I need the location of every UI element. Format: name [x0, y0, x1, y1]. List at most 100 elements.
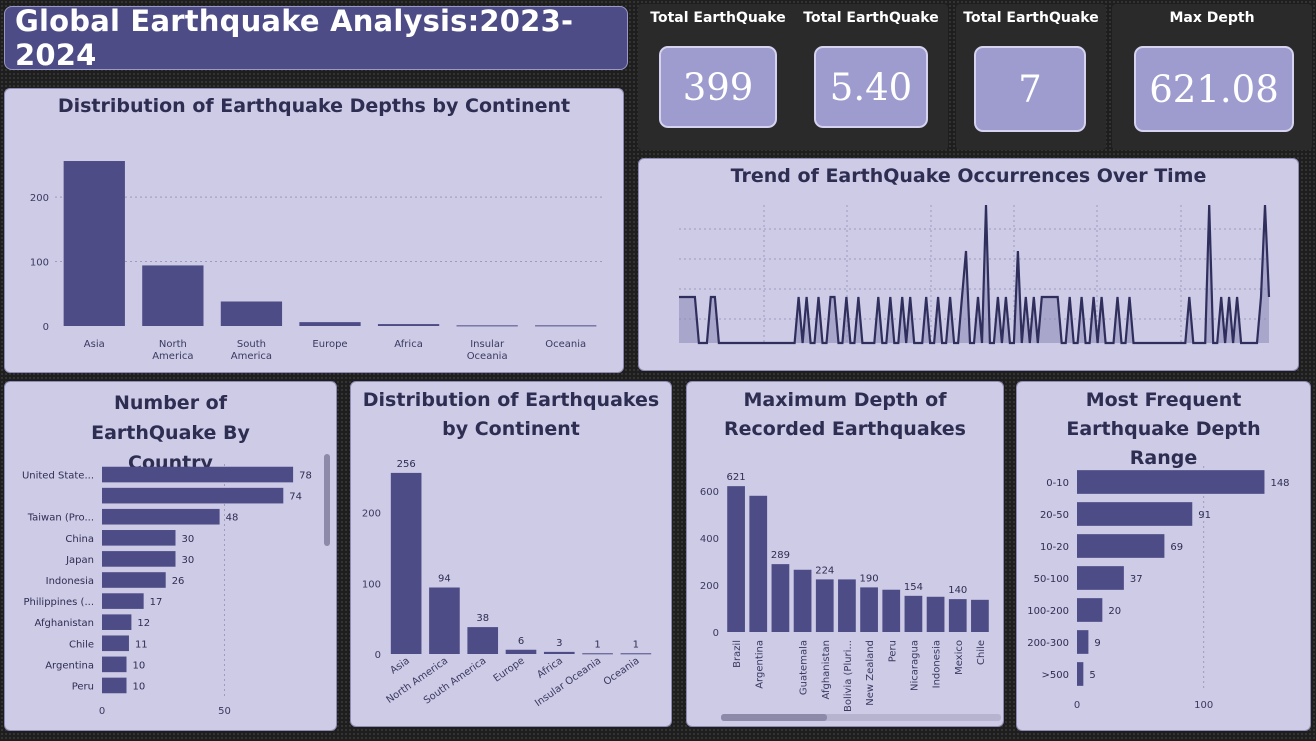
kpi-card-3[interactable]: 7: [974, 46, 1086, 132]
bar: [926, 596, 945, 632]
bar: [390, 472, 422, 654]
y-tick-label: Japan: [65, 555, 94, 566]
chart-title: Distribution of Earthquakes by Continent: [362, 389, 660, 440]
bar: [771, 564, 790, 632]
bar: [102, 551, 176, 567]
kpi-card-1[interactable]: 399: [659, 46, 777, 128]
bar: [467, 627, 499, 654]
panel-depth-by-continent: Distribution of Earthquake Depths by Con…: [4, 88, 624, 373]
x-tick-label: 100: [1194, 700, 1213, 711]
data-label: 190: [860, 573, 879, 584]
data-label: 3: [556, 638, 562, 649]
x-tick-label: Africa: [394, 339, 423, 350]
bar: [860, 587, 878, 632]
depth-range-chart[interactable]: 0 100 0-10 148 20-50 91 10-20 69 50-100 37 100-200…: [1017, 382, 1311, 731]
y-tick-label: 200: [700, 581, 719, 592]
data-label: 621: [727, 472, 746, 483]
chart-title: Most Frequent Earthquake Depth Range: [1066, 389, 1261, 469]
data-label: 10: [133, 660, 146, 671]
panel-count-by-continent: Distribution of Earthquakes by Continent…: [350, 381, 672, 727]
bar: [142, 265, 204, 326]
bar: [1077, 502, 1193, 526]
data-label: 10: [133, 681, 146, 692]
data-label: 1: [633, 639, 639, 650]
bar: [1077, 470, 1265, 494]
bar: [102, 466, 294, 483]
panel-max-depth: Maximum Depth of Recorded Earthquakes 0 2…: [686, 381, 1004, 727]
x-tick-label: Afghanistan: [821, 640, 832, 700]
bar: [102, 487, 284, 504]
trend-line: [679, 204, 1271, 345]
x-tick-label: Bolivia (Pluri...: [843, 640, 854, 712]
x-tick-label: Guatemala: [799, 640, 810, 695]
bar: [377, 324, 440, 326]
y-tick-label: 0: [375, 650, 381, 661]
data-label: 37: [1130, 574, 1143, 585]
y-tick-label: 200-300: [1027, 638, 1069, 649]
x-tick-label: New Zealand: [865, 640, 876, 706]
bar: [505, 649, 537, 654]
x-tick-label: Mexico: [954, 640, 965, 675]
y-tick-label: 50-100: [1034, 574, 1069, 585]
data-label: 11: [135, 639, 148, 650]
y-tick-label: Philippines (...: [24, 597, 95, 608]
bar: [543, 651, 575, 654]
dashboard-title: Global Earthquake Analysis:2023-2024: [15, 4, 574, 72]
data-label: 26: [172, 576, 185, 587]
chart-title: Trend of EarthQuake Occurrences Over Tim…: [730, 165, 1207, 187]
y-tick-label: 0-10: [1046, 478, 1069, 489]
data-label: 12: [137, 618, 150, 629]
bar: [63, 161, 125, 326]
x-tick-label: Brazil: [732, 640, 743, 668]
bar: [456, 325, 518, 327]
data-label: 48: [226, 513, 239, 524]
kpi-card-2[interactable]: 5.40: [814, 46, 928, 128]
kpi-group-2: Total EarthQuake 7: [956, 4, 1106, 150]
panel-depth-range: Most Frequent Earthquake Depth Range 0 10…: [1016, 381, 1311, 731]
y-tick-label: 0: [713, 628, 719, 639]
by-country-chart[interactable]: 0 50 United State... 78 74 Taiwan (Pro... 48 Ch…: [5, 382, 337, 731]
x-tick-label: Argentina: [754, 640, 765, 689]
data-label: 5: [1089, 670, 1095, 681]
bar: [1077, 662, 1084, 686]
data-label: 78: [299, 471, 312, 482]
bar: [429, 587, 460, 654]
x-tick-label: Africa: [535, 655, 565, 680]
bar: [102, 508, 220, 525]
trend-area: [679, 205, 1269, 343]
x-tick-label: Europe: [312, 339, 347, 350]
x-tick-label: Asia: [84, 339, 105, 350]
y-tick-label: 400: [700, 534, 719, 545]
y-tick-label: 20-50: [1040, 510, 1069, 521]
bar: [971, 599, 989, 632]
data-label: 38: [476, 613, 489, 624]
chart-title: Distribution of Earthquake Depths by Con…: [57, 95, 571, 117]
max-depth-chart[interactable]: 0 200 400 600 621 Brazil Argentina 289 Guatemala…: [687, 382, 1004, 727]
bar: [727, 486, 745, 632]
data-label: 256: [397, 459, 416, 470]
y-tick-label: Peru: [72, 681, 94, 692]
y-tick-label: 200: [362, 509, 381, 520]
y-tick-label: 100: [30, 258, 49, 269]
scrollbar[interactable]: [324, 454, 330, 546]
data-label: 140: [948, 585, 967, 596]
bar: [1077, 630, 1089, 654]
scrollbar-thumb[interactable]: [721, 714, 827, 721]
horizontal-scrollbar[interactable]: [721, 714, 1001, 721]
data-label: 1: [594, 639, 600, 650]
y-tick-label: Argentina: [45, 660, 94, 671]
x-tick-label: 0: [99, 706, 105, 717]
data-label: 30: [182, 555, 195, 566]
trend-chart[interactable]: [639, 159, 1299, 371]
kpi-card-4[interactable]: 621.08: [1134, 46, 1294, 132]
bar: [299, 322, 361, 326]
data-label: 224: [815, 565, 834, 576]
bar: [1077, 534, 1165, 558]
x-tick-label: Insular: [470, 339, 505, 350]
data-label: 20: [1108, 606, 1121, 617]
data-label: 154: [904, 582, 923, 593]
x-tick-label: Insular Oceania: [533, 655, 603, 709]
data-label: 17: [150, 597, 163, 608]
